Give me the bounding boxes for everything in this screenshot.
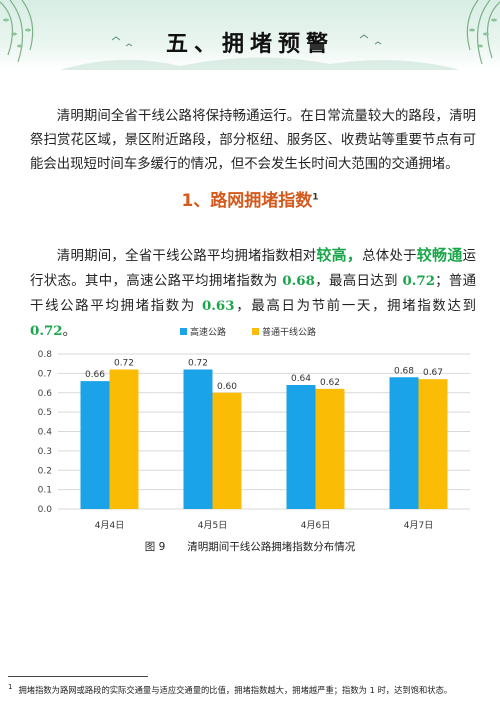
figure-caption: 图 9 清明期间干线公路拥堵指数分布情况 <box>144 541 356 553</box>
footnote-ref: 1 <box>312 192 319 203</box>
bar <box>212 392 242 509</box>
x-tick-label: 4月5日 <box>198 520 227 531</box>
bar <box>109 369 139 509</box>
y-tick-label: 0.5 <box>38 408 52 418</box>
legend-label: 高速公路 <box>190 326 226 338</box>
footnote: 1 拥堵指数为路网或路段的实际交通量与适应交通量的比值，拥堵指数越大，拥堵越严重；… <box>8 683 453 695</box>
y-tick-label: 0.2 <box>38 466 52 476</box>
x-tick-label: 4月6日 <box>301 520 330 531</box>
data-label: 0.64 <box>291 374 311 384</box>
header-banner: 五、拥堵预警 <box>0 0 500 70</box>
bar <box>389 377 419 509</box>
data-label: 0.62 <box>320 378 340 388</box>
data-label: 0.72 <box>114 359 134 369</box>
bar <box>80 381 110 509</box>
bar <box>286 385 316 509</box>
value-trunk-max: 0.72 <box>30 323 63 340</box>
paragraph-intro: 清明期间全省干线公路将保持畅通运行。在日常流量较大的路段，清明祭扫赏花区域，景区… <box>30 109 476 173</box>
value-highway-max: 0.72 <box>402 273 436 290</box>
legend-swatch <box>252 328 259 335</box>
legend-label: 普通干线公路 <box>262 326 316 338</box>
y-tick-label: 0.0 <box>38 505 53 515</box>
x-tick-label: 4月7日 <box>404 520 433 531</box>
highlight-higher: 较高， <box>316 246 363 265</box>
data-label: 0.72 <box>188 359 208 369</box>
y-tick-label: 0.3 <box>38 447 52 457</box>
data-label: 0.60 <box>217 382 237 392</box>
data-label: 0.67 <box>423 368 443 378</box>
y-tick-label: 0.7 <box>38 369 52 379</box>
highlight-smooth: 较畅通 <box>416 246 463 265</box>
y-tick-label: 0.8 <box>38 350 53 360</box>
y-tick-label: 0.4 <box>38 428 53 438</box>
value-highway-avg: 0.68 <box>282 273 315 290</box>
legend-swatch <box>180 328 187 335</box>
bar <box>183 369 213 509</box>
congestion-bar-chart: 高速公路 普通干线公路 0.0 0.1 0.2 0.3 0.4 0.5 0.6 0.7 0.8 0.6… <box>38 326 470 531</box>
paragraph-congestion: 清明期间，全省干线公路平均拥堵指数相对较高，总体处于较畅通运行状态。其中，高速公… <box>30 246 476 340</box>
y-tick-label: 0.6 <box>38 389 53 399</box>
data-label: 0.66 <box>85 370 105 380</box>
bar <box>315 388 345 509</box>
x-tick-label: 4月4日 <box>95 520 124 531</box>
value-trunk-avg: 0.63 <box>201 298 235 315</box>
data-label: 0.68 <box>394 366 414 376</box>
section-title: 五、拥堵预警 <box>165 31 334 57</box>
willow-decoration <box>0 0 500 70</box>
bar <box>418 379 448 509</box>
footnote-divider <box>8 676 148 677</box>
subheading-congestion-index: 1、路网拥堵指数1 <box>181 191 319 211</box>
y-tick-label: 0.1 <box>38 486 52 496</box>
